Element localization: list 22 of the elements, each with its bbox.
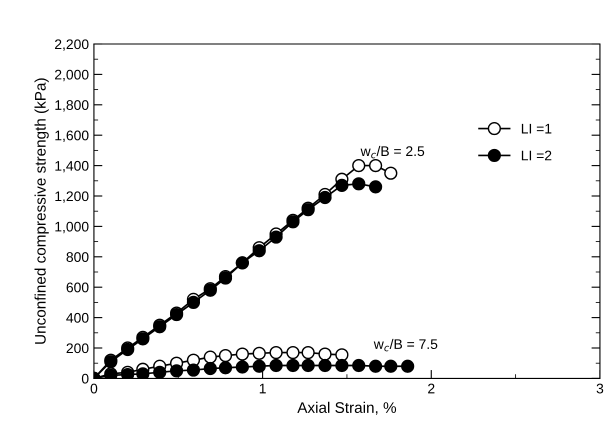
annotation: w$_{c}$/B = 2.5 bbox=[360, 146, 424, 158]
y-tick-label: 1,400 bbox=[55, 160, 89, 172]
y-tick-label: 400 bbox=[66, 312, 89, 323]
x-tick-label: 1 bbox=[260, 384, 266, 394]
y-tick-label: 200 bbox=[66, 343, 89, 354]
annotation: w$_{c}$/B = 7.5 bbox=[374, 338, 438, 352]
legend-label: LI =1 bbox=[522, 124, 552, 134]
x-tick-label: 0 bbox=[90, 384, 98, 394]
x-axis-title: Axial Strain, % bbox=[297, 402, 396, 415]
y-tick-label: 0 bbox=[82, 374, 89, 384]
x-tick-label: 3 bbox=[596, 384, 604, 394]
y-tick-label: 800 bbox=[66, 252, 89, 262]
y-tick-label: 600 bbox=[66, 282, 89, 292]
y-tick-label: 1,600 bbox=[55, 130, 89, 142]
y-tick-label: 2,000 bbox=[55, 70, 89, 82]
y-axis-title: Unconfined compressive strength (kPa) bbox=[34, 78, 49, 344]
y-tick-label: 2,200 bbox=[55, 39, 89, 51]
y-tick-label: 1,200 bbox=[55, 191, 89, 203]
y-tick-label: 1,000 bbox=[55, 222, 89, 234]
x-tick-label: 2 bbox=[428, 384, 434, 394]
y-tick-label: 1,800 bbox=[55, 100, 89, 112]
legend-label: LI =2 bbox=[522, 150, 552, 160]
